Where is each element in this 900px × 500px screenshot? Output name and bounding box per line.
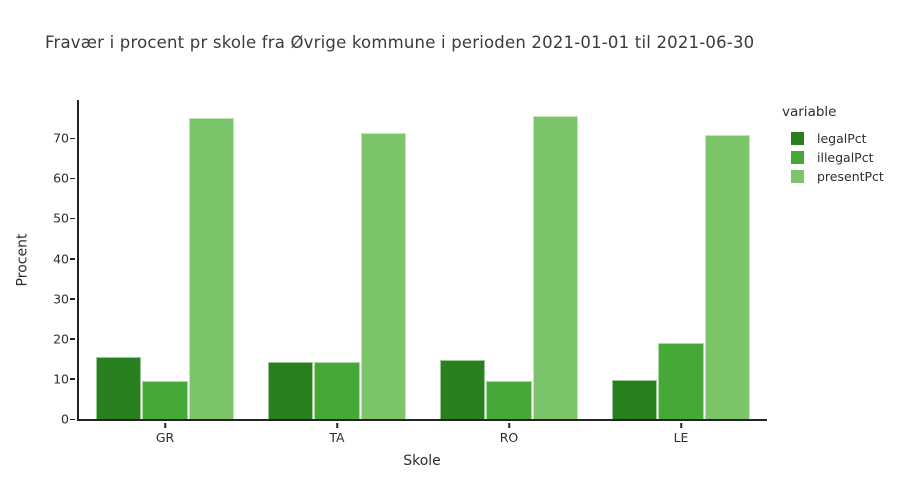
legend: variable legalPct illegalPct presentPct (782, 104, 884, 186)
x-tick-label-ro: RO (499, 430, 519, 445)
y-tick-label: 50 (53, 210, 69, 226)
y-tick-label: 10 (53, 371, 69, 387)
plot-area: GR TA RO LE 0 10 20 30 40 50 60 70 (53, 100, 767, 445)
bar-presentPct-le[interactable] (704, 134, 750, 419)
chart-title: Fravær i procent pr skole fra Øvrige kom… (45, 33, 755, 52)
x-axis-title: Skole (403, 453, 441, 469)
x-tick-mark (680, 423, 682, 428)
legend-swatch-illegalPct (791, 151, 804, 164)
x-tick-label-gr: GR (155, 430, 175, 445)
y-tick-mark (70, 177, 75, 180)
bar-illegalPct-ro[interactable] (486, 381, 532, 419)
bar-legalPct-ta[interactable] (268, 361, 314, 419)
legend-label-legalPct: legalPct (817, 131, 867, 146)
y-tick-label: 40 (53, 251, 69, 266)
bar-presentPct-gr[interactable] (188, 118, 234, 419)
y-tick-label: 20 (53, 331, 69, 347)
bar-group-ta: TA (251, 100, 423, 445)
y-tick-label: 30 (53, 291, 69, 307)
y-tick-mark (70, 258, 75, 260)
bar-legalPct-ro[interactable] (440, 360, 486, 419)
legend-label-illegalPct: illegalPct (817, 150, 874, 165)
legend-label-presentPct: presentPct (817, 169, 884, 184)
x-tick-mark (164, 423, 166, 428)
bar-group-gr: GR (79, 100, 251, 445)
y-tick-mark (70, 298, 75, 300)
bar-group-ro: RO (423, 100, 595, 445)
bar-groups: GR TA RO LE (79, 100, 767, 445)
bar-presentPct-ro[interactable] (532, 116, 578, 419)
x-tick-mark (336, 423, 338, 428)
bar-illegalPct-le[interactable] (658, 342, 704, 419)
y-tick-mark (70, 378, 75, 380)
legend-title: variable (782, 104, 837, 120)
x-tick-mark (508, 423, 510, 428)
legend-item-illegalPct[interactable]: illegalPct (782, 148, 884, 167)
legend-item-legalPct[interactable]: legalPct (782, 129, 884, 148)
legend-items: legalPct illegalPct presentPct (782, 129, 884, 186)
y-axis-title: Procent (14, 233, 31, 286)
legend-swatch-presentPct (791, 170, 804, 183)
x-tick-label-le: LE (673, 430, 689, 445)
x-tick-label-ta: TA (329, 430, 345, 445)
bar-legalPct-le[interactable] (612, 380, 658, 419)
y-tick-label: 60 (53, 170, 69, 186)
y-tick-mark (70, 217, 75, 220)
y-tick-label: 70 (53, 130, 69, 146)
bar-presentPct-ta[interactable] (360, 132, 406, 419)
bar-illegalPct-gr[interactable] (142, 380, 188, 419)
legend-item-presentPct[interactable]: presentPct (782, 167, 884, 186)
y-tick-mark (70, 137, 75, 140)
y-tick-mark (70, 418, 75, 420)
bar-illegalPct-ta[interactable] (314, 362, 360, 419)
y-tick-mark (70, 338, 75, 340)
bar-group-le: LE (595, 100, 767, 445)
bar-legalPct-gr[interactable] (96, 356, 142, 419)
legend-swatch-legalPct (791, 132, 804, 145)
y-tick-label: 0 (61, 411, 69, 427)
